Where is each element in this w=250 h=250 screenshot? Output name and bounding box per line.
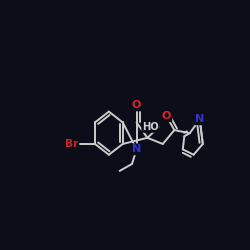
Text: O: O — [132, 100, 141, 110]
Text: N: N — [132, 144, 141, 154]
Text: HO: HO — [142, 122, 159, 132]
Text: O: O — [162, 111, 171, 121]
Text: N: N — [195, 114, 204, 124]
Text: Br: Br — [65, 139, 78, 149]
